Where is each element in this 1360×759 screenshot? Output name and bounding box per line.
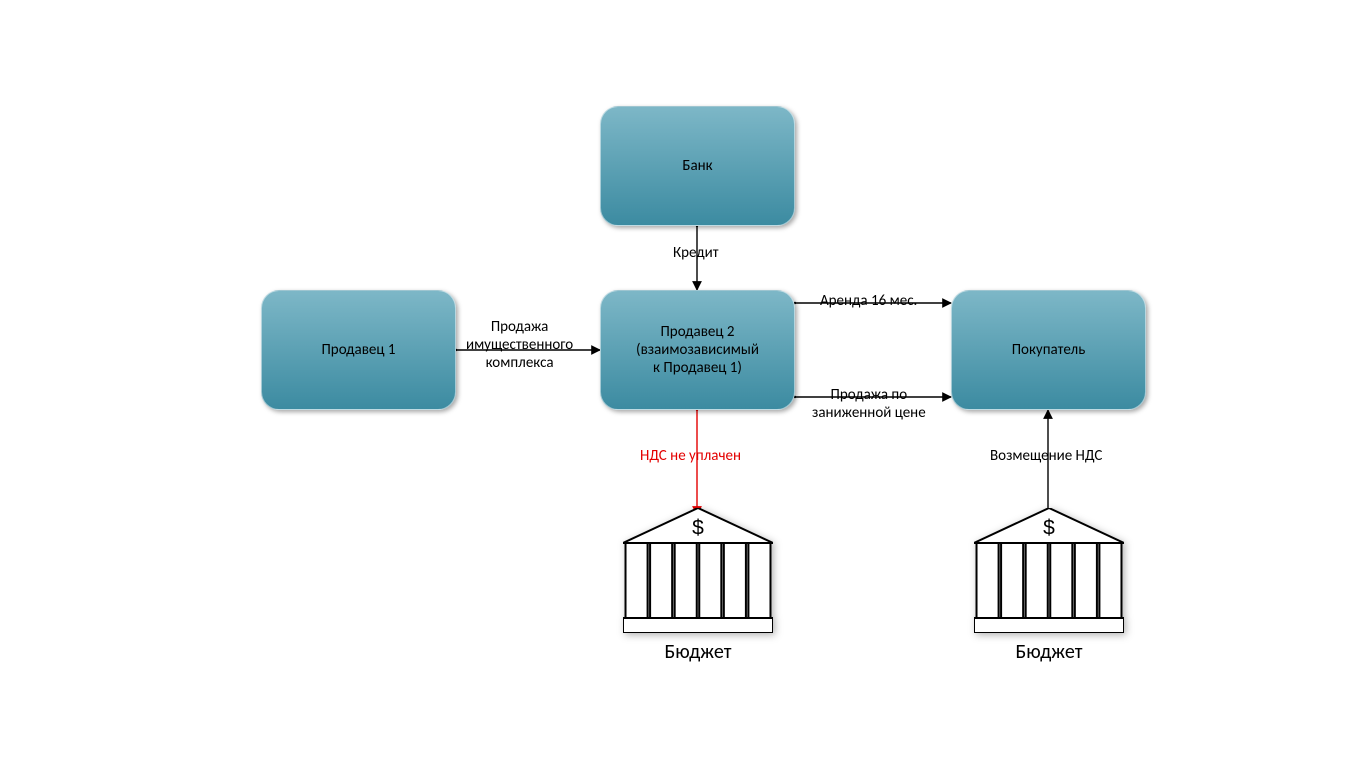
svg-text:$: $ <box>692 516 704 539</box>
caption-budget2: Бюджет <box>974 640 1124 664</box>
node-seller2: Продавец 2 (взаимозависимый к Продавец 1… <box>600 290 795 410</box>
node-bank-label: Банк <box>682 157 712 175</box>
node-seller2-label: Продавец 2 (взаимозависимый к Продавец 1… <box>636 323 759 377</box>
node-seller1: Продавец 1 <box>261 290 456 410</box>
caption-budget1: Бюджет <box>623 640 773 664</box>
svg-text:$: $ <box>1043 516 1055 539</box>
diagram-canvas: Банк Продавец 1 Продавец 2 (взаимозависи… <box>0 0 1360 759</box>
node-seller1-label: Продавец 1 <box>321 341 395 359</box>
node-bank: Банк <box>600 106 795 226</box>
node-buyer-label: Покупатель <box>1012 341 1086 359</box>
building-budget2: $ <box>974 508 1124 633</box>
edge-label-vat-unpaid: НДС не уплачен <box>640 447 741 465</box>
edge-label-sale-low: Продажа по заниженной цене <box>812 386 926 422</box>
edge-label-rent: Аренда 16 мес. <box>820 292 917 310</box>
node-buyer: Покупатель <box>951 290 1146 410</box>
edge-label-credit: Кредит <box>673 244 719 262</box>
edge-label-sale-complex: Продажа имущественного комплекса <box>466 318 573 372</box>
edge-label-vat-refund: Возмещение НДС <box>990 447 1102 465</box>
building-budget1: $ <box>623 508 773 633</box>
